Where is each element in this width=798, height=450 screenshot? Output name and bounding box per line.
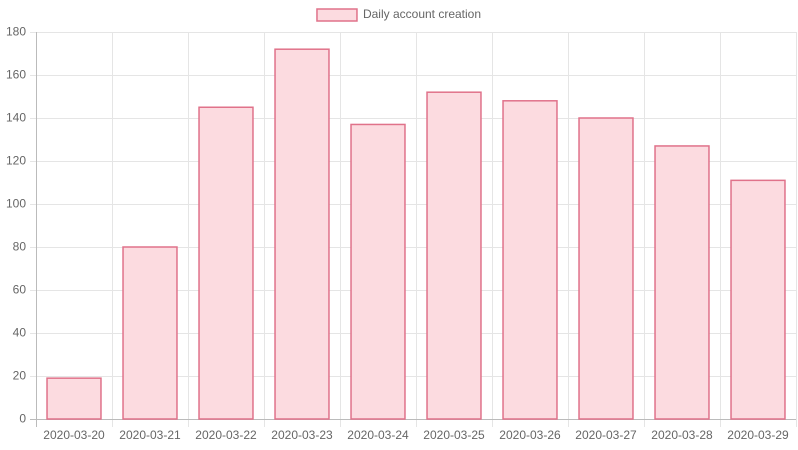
x-tick-label: 2020-03-22 bbox=[195, 428, 257, 442]
bar bbox=[730, 179, 786, 420]
y-tick-label: 120 bbox=[6, 154, 26, 168]
legend-label: Daily account creation bbox=[363, 7, 481, 21]
bar bbox=[198, 106, 254, 420]
x-tick-label: 2020-03-23 bbox=[271, 428, 333, 442]
x-tick-label: 2020-03-25 bbox=[423, 428, 485, 442]
y-tick-label: 180 bbox=[6, 25, 26, 39]
x-tick-label: 2020-03-26 bbox=[499, 428, 561, 442]
bar bbox=[426, 91, 482, 420]
x-tick-label: 2020-03-20 bbox=[43, 428, 105, 442]
y-tick-label: 40 bbox=[13, 326, 27, 340]
bar bbox=[654, 145, 710, 420]
bar bbox=[274, 48, 330, 420]
bar bbox=[122, 246, 178, 420]
bar bbox=[502, 100, 558, 420]
bar bbox=[578, 117, 634, 420]
y-tick-label: 60 bbox=[13, 283, 27, 297]
x-tick-label: 2020-03-29 bbox=[727, 428, 789, 442]
y-tick-label: 140 bbox=[6, 111, 26, 125]
x-tick-label: 2020-03-21 bbox=[119, 428, 181, 442]
bar bbox=[350, 123, 406, 420]
bar bbox=[46, 377, 102, 420]
y-tick-label: 100 bbox=[6, 197, 26, 211]
y-tick-label: 20 bbox=[13, 369, 27, 383]
y-tick-label: 80 bbox=[13, 240, 27, 254]
y-tick-label: 0 bbox=[19, 412, 26, 426]
x-tick-label: 2020-03-24 bbox=[347, 428, 409, 442]
x-tick-label: 2020-03-28 bbox=[651, 428, 713, 442]
y-tick-label: 160 bbox=[6, 68, 26, 82]
legend-swatch bbox=[316, 8, 358, 22]
x-tick-label: 2020-03-27 bbox=[575, 428, 637, 442]
